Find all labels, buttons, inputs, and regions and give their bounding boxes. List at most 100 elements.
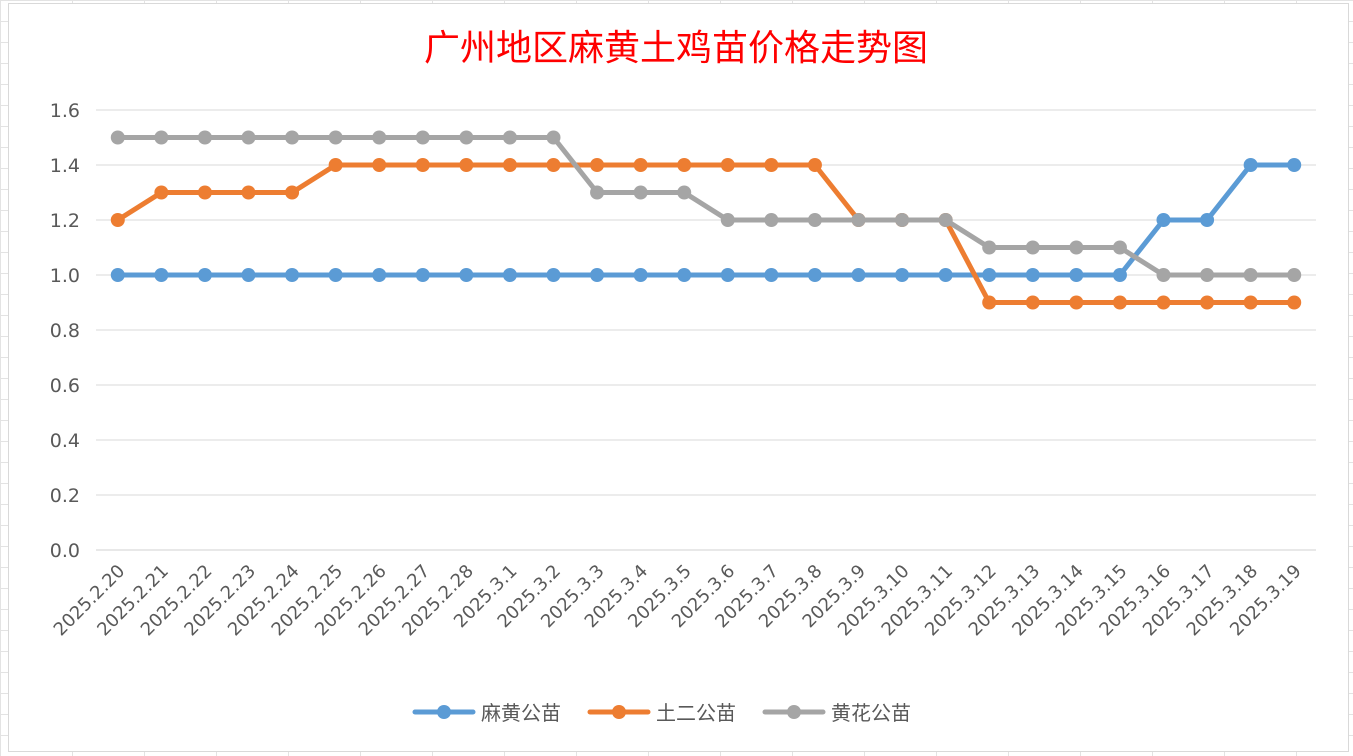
data-point [415, 130, 430, 145]
legend-item: 黄花公苗 [762, 701, 911, 725]
data-point [459, 130, 474, 145]
data-point [1069, 295, 1084, 310]
y-tick-label: 1.6 [50, 100, 80, 122]
data-point [1156, 213, 1171, 227]
data-point [285, 130, 300, 145]
data-point [285, 268, 300, 282]
data-point [807, 158, 822, 172]
data-point [938, 268, 953, 282]
data-point [1200, 268, 1215, 282]
y-tick-label: 0.2 [50, 485, 80, 507]
data-point [720, 268, 735, 282]
data-point [110, 213, 125, 227]
data-point [328, 268, 343, 282]
legend-marker [437, 705, 451, 719]
chart-area[interactable] [8, 3, 1349, 752]
data-point [110, 268, 125, 282]
data-point [1287, 268, 1302, 282]
data-point [895, 268, 910, 282]
data-point [1243, 295, 1258, 310]
data-point [807, 268, 822, 282]
data-point [677, 185, 692, 200]
data-point [633, 185, 648, 200]
data-point [285, 185, 300, 200]
legend-label: 土二公苗 [656, 701, 736, 725]
series-lines [110, 130, 1302, 310]
data-point [764, 268, 779, 282]
y-tick-label: 0.4 [50, 430, 80, 452]
data-point [720, 213, 735, 227]
data-point [328, 158, 343, 172]
data-point [590, 158, 605, 172]
y-tick-label: 1.4 [50, 155, 80, 177]
data-point [241, 130, 256, 145]
series-2 [110, 130, 1302, 282]
data-point [241, 185, 256, 200]
data-point [1112, 268, 1127, 282]
series-line [115, 135, 1297, 278]
data-point [546, 130, 561, 145]
data-point [851, 213, 866, 227]
y-tick-label: 1.0 [50, 265, 80, 287]
data-point [197, 268, 212, 282]
data-point [502, 130, 517, 145]
data-point [982, 268, 997, 282]
legend-marker [787, 705, 801, 719]
data-point [1200, 213, 1215, 227]
data-point [1025, 295, 1040, 310]
data-point [590, 185, 605, 200]
data-point [1287, 295, 1302, 310]
data-point [459, 158, 474, 172]
data-point [372, 158, 387, 172]
data-point [720, 158, 735, 172]
data-point [677, 158, 692, 172]
data-point [1156, 295, 1171, 310]
data-point [502, 268, 517, 282]
data-point [110, 130, 125, 145]
data-point [415, 268, 430, 282]
legend-marker [612, 705, 626, 719]
data-point [328, 130, 343, 145]
data-point [982, 295, 997, 310]
data-point [372, 268, 387, 282]
data-point [415, 158, 430, 172]
legend: 麻黄公苗 土二公苗 黄花公苗 [412, 701, 911, 725]
data-point [1243, 268, 1258, 282]
chart-title: 广州地区麻黄土鸡苗价格走势图 [424, 28, 928, 69]
data-point [807, 213, 822, 227]
data-point [502, 158, 517, 172]
data-point [1112, 240, 1127, 255]
data-point [1069, 268, 1084, 282]
y-axis-ticks: 0.0 0.2 0.4 0.6 0.8 1.0 1.2 1.4 1.6 [50, 100, 80, 562]
data-point [154, 185, 169, 200]
series-line [115, 162, 1297, 278]
data-point [764, 213, 779, 227]
data-point [590, 268, 605, 282]
data-point [372, 130, 387, 145]
series-1 [110, 158, 1302, 310]
data-point [938, 213, 953, 227]
data-point [633, 268, 648, 282]
x-axis-ticks: 2025.2.202025.2.212025.2.222025.2.232025… [50, 561, 1306, 641]
y-tick-label: 0.6 [50, 375, 80, 397]
data-point [633, 158, 648, 172]
data-point [154, 130, 169, 145]
data-point [1200, 295, 1215, 310]
data-point [1156, 268, 1171, 282]
data-point [1069, 240, 1084, 255]
series-line [115, 162, 1297, 305]
data-point [1025, 268, 1040, 282]
legend-label: 麻黄公苗 [481, 701, 561, 725]
data-point [459, 268, 474, 282]
data-point [677, 268, 692, 282]
data-point [851, 268, 866, 282]
data-point [764, 158, 779, 172]
legend-item: 土二公苗 [587, 701, 736, 725]
data-point [197, 185, 212, 200]
data-point [982, 240, 997, 255]
y-tick-label: 1.2 [50, 210, 80, 232]
series-0 [110, 158, 1302, 282]
data-point [1287, 158, 1302, 172]
y-tick-label: 0.0 [50, 540, 80, 562]
